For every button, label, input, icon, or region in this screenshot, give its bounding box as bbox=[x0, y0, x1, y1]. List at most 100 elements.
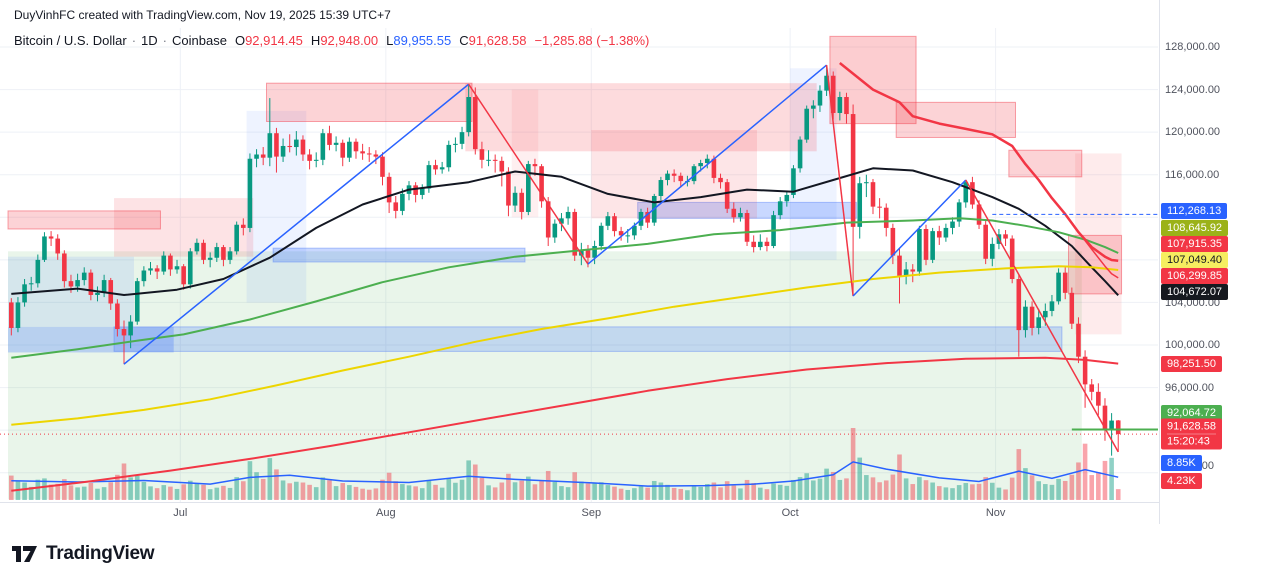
volume-bar bbox=[327, 480, 332, 500]
volume-bar bbox=[42, 478, 47, 500]
volume-bar bbox=[81, 486, 87, 500]
candle-body bbox=[373, 154, 379, 157]
volume-bar bbox=[187, 480, 193, 500]
zone-demand-jul-aug bbox=[272, 247, 526, 263]
candle-body bbox=[214, 247, 220, 258]
volume-bar bbox=[241, 481, 246, 500]
volume-bar bbox=[214, 487, 220, 500]
zigzag-segment bbox=[852, 179, 967, 297]
volume-bar bbox=[844, 478, 849, 500]
volume-bar bbox=[134, 475, 140, 500]
volume-bar bbox=[1102, 460, 1108, 500]
candle-body bbox=[201, 242, 206, 260]
tradingview-logo[interactable]: TradingView bbox=[12, 541, 155, 566]
candle-body bbox=[824, 75, 829, 91]
volume-bar bbox=[592, 483, 597, 500]
volume-bar bbox=[148, 486, 153, 500]
volume-bar bbox=[764, 489, 770, 500]
volume-bar bbox=[300, 482, 306, 500]
zone-demand-100k bbox=[113, 326, 1063, 352]
candle-body bbox=[148, 268, 153, 271]
volume-bar bbox=[956, 485, 962, 500]
volume-bar bbox=[115, 474, 120, 500]
time-axis-label-nov: Nov bbox=[985, 507, 1006, 519]
close-value: 91,628.58 bbox=[468, 33, 527, 48]
candle-body bbox=[585, 250, 591, 258]
interval-label[interactable]: 1D bbox=[141, 33, 158, 48]
candle-body bbox=[1023, 306, 1028, 331]
time-axis-label-aug: Aug bbox=[376, 507, 396, 519]
volume-bar bbox=[128, 477, 133, 500]
candle-body bbox=[327, 133, 332, 145]
ma-badge-green: 108,645.92 bbox=[1161, 220, 1229, 236]
tradingview-link[interactable]: TradingView.com bbox=[146, 8, 238, 22]
volume-bar bbox=[373, 488, 379, 500]
levels-layer bbox=[992, 213, 1158, 431]
volume-bar bbox=[168, 486, 173, 500]
candle-body bbox=[366, 153, 372, 155]
volume-bar bbox=[526, 476, 531, 500]
volume-bar bbox=[121, 463, 127, 500]
volume-bar bbox=[731, 485, 737, 500]
symbol-name[interactable]: Bitcoin / U.S. Dollar bbox=[14, 33, 127, 48]
candle-body bbox=[691, 166, 697, 182]
candle-body bbox=[844, 97, 849, 115]
candle-body bbox=[48, 236, 54, 239]
indicator-lines-layer bbox=[11, 62, 1119, 492]
time-axis[interactable]: Jul Aug Sep Oct Nov bbox=[0, 502, 1159, 525]
volume-bar bbox=[280, 480, 286, 500]
candle-body bbox=[333, 142, 339, 145]
zigzag-layer bbox=[123, 64, 1119, 453]
candle-body bbox=[877, 206, 882, 208]
candle-body bbox=[506, 171, 511, 206]
volume-bar bbox=[678, 488, 684, 500]
exchange-label: Coinbase bbox=[172, 33, 227, 48]
candle-body bbox=[883, 207, 889, 228]
level-badge-green: 92,064.72 bbox=[1161, 405, 1222, 421]
candle-body bbox=[857, 183, 863, 227]
price-chart-canvas[interactable] bbox=[0, 0, 1159, 524]
candle-body bbox=[665, 173, 670, 181]
volume-bar bbox=[161, 485, 167, 500]
candle-body bbox=[711, 158, 717, 178]
candle-body bbox=[625, 235, 631, 237]
volume-bar bbox=[917, 477, 922, 500]
volume-bar bbox=[519, 480, 524, 500]
volume-bar bbox=[923, 480, 929, 500]
grid-layer bbox=[0, 28, 1158, 502]
zone-supply-nov bbox=[1008, 149, 1083, 178]
candle-body bbox=[698, 163, 703, 167]
volume-bar bbox=[466, 460, 471, 500]
volume-bar bbox=[1089, 475, 1095, 500]
candle-body bbox=[161, 255, 167, 272]
volume-bar bbox=[658, 482, 664, 500]
volume-bar bbox=[472, 464, 478, 500]
volume-bar bbox=[618, 488, 624, 500]
candle-body bbox=[598, 225, 604, 247]
candle-body bbox=[777, 201, 783, 216]
attribution-datetime: , Nov 19, 2025 15:39 UTC+7 bbox=[237, 8, 391, 22]
candle-body bbox=[187, 251, 193, 285]
volume-bar bbox=[758, 487, 763, 500]
candle-body bbox=[605, 216, 611, 226]
volume-bar bbox=[360, 488, 365, 500]
candle-body bbox=[81, 272, 87, 281]
volume-bar bbox=[698, 486, 703, 500]
time-axis-label-oct: Oct bbox=[781, 507, 799, 519]
volume-bar bbox=[366, 489, 372, 500]
volume-bar bbox=[612, 486, 617, 500]
volume-bar bbox=[632, 488, 637, 500]
volume-bar bbox=[426, 480, 432, 500]
price-axis[interactable]: 128,000.00 124,000.00 120,000.00 116,000.00… bbox=[1159, 0, 1273, 524]
high-label: H bbox=[310, 33, 321, 48]
candle-body bbox=[565, 211, 571, 219]
candle-body bbox=[830, 75, 836, 113]
candle-body bbox=[738, 213, 743, 218]
volume-bar bbox=[294, 481, 299, 500]
candle-body bbox=[917, 228, 922, 272]
zigzag-segment bbox=[825, 65, 854, 297]
zigzag-segment bbox=[965, 179, 1119, 453]
candle-body bbox=[260, 154, 266, 158]
volume-bar bbox=[247, 461, 253, 500]
volume-bar bbox=[347, 485, 352, 500]
